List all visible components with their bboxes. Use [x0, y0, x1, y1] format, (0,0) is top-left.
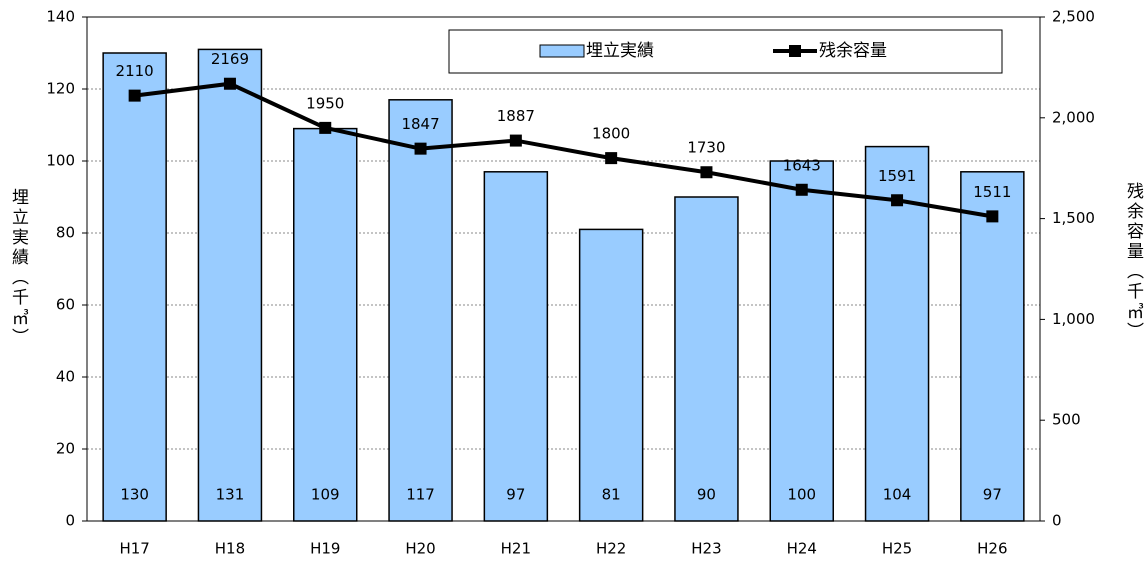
bar-label: 81 [602, 486, 621, 504]
bar-label: 97 [506, 486, 525, 504]
bar-label: 109 [311, 486, 340, 504]
line-marker [795, 183, 808, 196]
y-tick-label: 20 [56, 440, 75, 458]
y2-tick-label: 0 [1052, 512, 1062, 530]
line-marker [891, 194, 904, 207]
x-tick-label: H26 [977, 540, 1007, 558]
line-label: 1887 [497, 107, 535, 125]
bar [674, 196, 739, 522]
bar-label: 131 [216, 486, 245, 504]
bar-label: 100 [787, 486, 816, 504]
bar [197, 48, 263, 522]
y2-axis-title: 残余容量（千㎥） [1123, 182, 1144, 342]
y-tick-label: 140 [46, 8, 75, 26]
line-marker [128, 89, 141, 102]
y-tick-label: 40 [56, 368, 75, 386]
bar-label: 130 [120, 486, 149, 504]
y2-tick-label: 1,000 [1052, 310, 1095, 328]
bar [483, 171, 549, 522]
line-label: 2110 [116, 62, 154, 80]
x-tick-label: H25 [882, 540, 912, 558]
y-tick-label: 0 [65, 512, 75, 530]
bar [769, 160, 834, 522]
legend-box [448, 29, 1003, 74]
line-label: 1591 [878, 167, 916, 185]
line-label: 1730 [687, 139, 725, 157]
line-marker [700, 166, 713, 179]
bar [102, 52, 167, 522]
bar [578, 228, 644, 522]
line-marker [319, 121, 332, 134]
x-tick-label: H19 [310, 540, 340, 558]
y2-tick-label: 500 [1052, 411, 1081, 429]
legend-marker [789, 45, 801, 57]
x-tick-label: H17 [119, 540, 149, 558]
legend-label: 埋立実績 [586, 41, 654, 61]
line-label: 1950 [306, 94, 344, 112]
y2-tick-label: 2,500 [1052, 8, 1095, 26]
y-tick-label: 120 [46, 80, 75, 98]
bar [293, 127, 358, 522]
y2-tick-label: 2,000 [1052, 108, 1095, 126]
line [134, 81, 993, 219]
bar-label: 117 [406, 486, 435, 504]
line-marker [509, 134, 522, 147]
x-tick-label: H24 [787, 540, 817, 558]
line-label: 1511 [973, 183, 1011, 201]
y-tick-label: 80 [56, 224, 75, 242]
line-label: 1643 [783, 156, 821, 174]
line-marker [223, 77, 236, 90]
line-label: 1847 [401, 115, 439, 133]
bar [864, 145, 930, 522]
legend-swatch [539, 44, 585, 58]
line-marker [986, 210, 999, 223]
legend-label: 残余容量 [819, 41, 887, 61]
x-tick-label: H23 [691, 540, 721, 558]
line-label: 2169 [211, 50, 249, 68]
x-tick-label: H18 [215, 540, 245, 558]
line-marker [414, 142, 427, 155]
plot-border [86, 16, 1041, 522]
line-label: 1800 [592, 125, 630, 143]
bar-label: 90 [697, 486, 716, 504]
x-tick-label: H21 [501, 540, 531, 558]
y-axis-title: 埋立実績（千㎥） [8, 188, 29, 348]
bar [960, 171, 1025, 522]
x-tick-label: H20 [405, 540, 435, 558]
bar [388, 99, 453, 522]
line-marker [605, 152, 618, 165]
y2-tick-label: 1,500 [1052, 209, 1095, 227]
y-tick-label: 100 [46, 152, 75, 170]
x-tick-label: H22 [596, 540, 626, 558]
y-tick-label: 60 [56, 296, 75, 314]
bar-label: 104 [883, 486, 912, 504]
bar-label: 97 [983, 486, 1002, 504]
